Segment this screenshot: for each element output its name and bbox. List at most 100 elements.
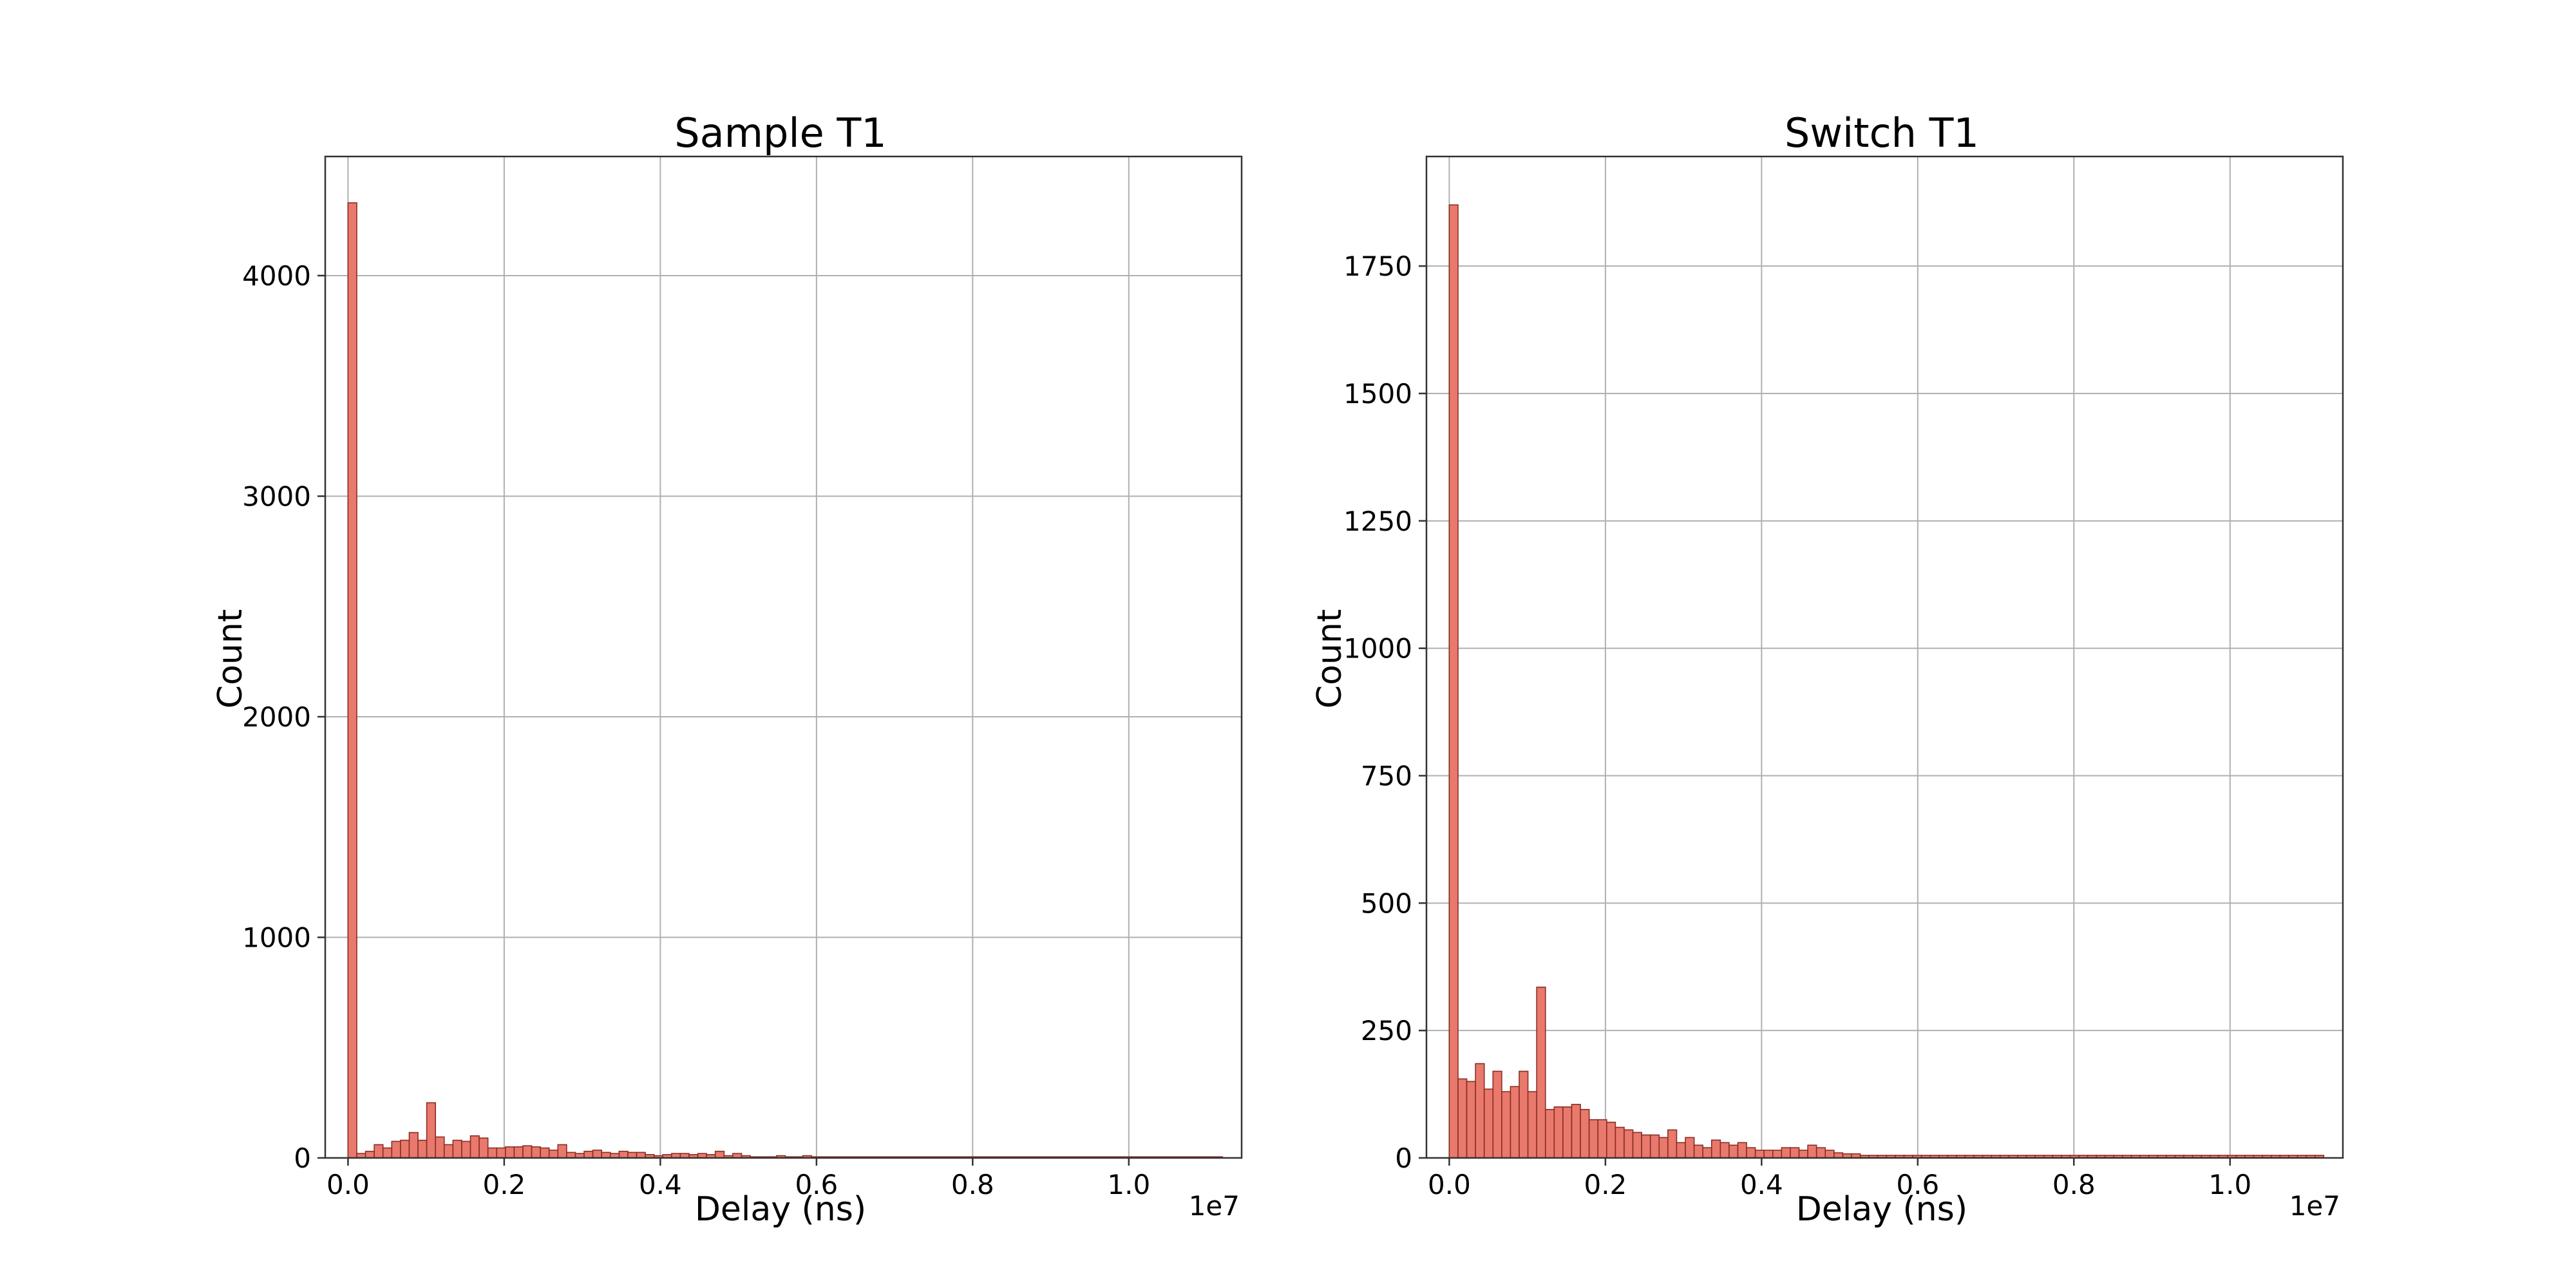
histogram-bar — [1815, 1147, 1826, 1159]
histogram-bar — [1676, 1142, 1686, 1159]
y-tick-label: 750 — [1361, 760, 1412, 791]
histogram-bar — [1685, 1137, 1695, 1159]
histogram-bar — [1466, 1081, 1476, 1159]
histogram-bar — [1719, 1142, 1730, 1159]
x-tick-label: 0.8 — [2052, 1169, 2096, 1200]
histogram-bar — [347, 202, 357, 1159]
x-tick-label: 0.2 — [482, 1169, 526, 1200]
histogram-bar — [400, 1139, 410, 1159]
y-tick-label: 1250 — [1343, 506, 1412, 537]
histogram-bar — [505, 1146, 515, 1159]
histogram-bar — [627, 1151, 638, 1159]
histogram-bar — [548, 1150, 559, 1159]
histogram-bar — [531, 1146, 541, 1159]
x-tick-label: 0.4 — [639, 1169, 682, 1200]
chart-title: Sample T1 — [674, 109, 887, 156]
histogram-bar — [1553, 1106, 1564, 1159]
histogram-bar — [365, 1150, 375, 1159]
y-axis-label: Count — [211, 609, 250, 708]
y-tick-label: 1750 — [1343, 251, 1412, 282]
histogram-bar — [1737, 1142, 1747, 1159]
histogram-bar — [1702, 1147, 1712, 1159]
histogram-bar — [1527, 1091, 1537, 1159]
histogram-bar — [1536, 987, 1546, 1159]
histogram-bar — [382, 1147, 393, 1159]
histogram-bar — [1501, 1091, 1511, 1159]
histogram-bar — [557, 1144, 567, 1159]
histogram-bar — [426, 1102, 436, 1159]
y-tick-label: 3000 — [242, 480, 311, 512]
y-tick-label: 0 — [1395, 1142, 1412, 1174]
histogram-bar — [452, 1139, 462, 1159]
y-tick-label: 1500 — [1343, 378, 1412, 410]
x-tick-label: 0.2 — [1584, 1169, 1627, 1200]
histogram-bar — [601, 1151, 611, 1159]
x-tick-label: 1.0 — [1107, 1169, 1150, 1200]
histogram-bar — [636, 1151, 646, 1159]
histogram-bar — [1597, 1119, 1607, 1159]
histogram-bar — [1492, 1070, 1502, 1159]
y-tick-label: 1000 — [242, 922, 311, 953]
x-axis-label: Delay (ns) — [1796, 1190, 1967, 1229]
histogram-bar — [435, 1136, 445, 1159]
histogram-bar — [1807, 1144, 1817, 1159]
x-tick-label: 0.8 — [951, 1169, 994, 1200]
histogram-bar — [469, 1135, 480, 1159]
gridlines — [325, 156, 1242, 1159]
chart-panel-sample-t1: Sample T1 Delay (ns) Count 1e7 0.0 0.2 0.4… — [211, 109, 1243, 1229]
histogram-bar — [1544, 1109, 1555, 1159]
x-axis-ticks: 0.0 0.2 0.4 0.6 0.8 1.0 — [327, 1158, 1150, 1200]
histogram-bar — [1781, 1147, 1791, 1159]
histogram-bar — [1772, 1150, 1783, 1159]
y-tick-label: 1000 — [1343, 633, 1412, 665]
histogram-bar — [408, 1132, 419, 1159]
histogram-bar — [487, 1147, 498, 1159]
histogram-bar — [1448, 204, 1459, 1159]
histogram-bar — [417, 1139, 428, 1159]
y-tick-label: 0 — [294, 1142, 311, 1174]
x-tick-label: 1.0 — [2208, 1169, 2251, 1200]
histogram-bar — [583, 1150, 594, 1159]
histogram-bar — [1790, 1147, 1800, 1159]
x-tick-label: 0.0 — [327, 1169, 370, 1200]
x-tick-label: 0.6 — [795, 1169, 838, 1200]
x-axis-label: Delay (ns) — [695, 1190, 866, 1229]
histogram-bar — [1754, 1150, 1765, 1159]
histogram-bar — [461, 1141, 471, 1159]
histogram-bar — [714, 1150, 725, 1159]
y-axis-ticks: 0 1000 2000 3000 4000 — [242, 260, 325, 1174]
x-tick-label: 0.0 — [1428, 1169, 1471, 1200]
histogram-bar — [1667, 1129, 1678, 1159]
y-tick-label: 250 — [1361, 1015, 1412, 1046]
x-axis-offset-label: 1e7 — [2289, 1190, 2340, 1222]
histogram-bar — [1624, 1129, 1634, 1159]
plot-frame — [1425, 155, 2344, 1159]
x-tick-label: 0.4 — [1740, 1169, 1783, 1200]
x-tick-label: 0.6 — [1896, 1169, 1939, 1200]
histogram-bar — [1728, 1144, 1739, 1159]
histogram-bars — [1448, 204, 2325, 1159]
y-axis-label: Count — [1311, 609, 1349, 708]
histogram-bar — [443, 1144, 454, 1159]
histogram-bar — [1824, 1150, 1835, 1159]
histogram-bar — [1710, 1139, 1721, 1159]
histogram-bar — [513, 1146, 524, 1159]
histogram-bar — [496, 1147, 506, 1159]
histogram-bar — [1510, 1086, 1520, 1159]
histogram-bar — [1475, 1063, 1485, 1159]
histogram-bar — [522, 1145, 533, 1159]
histogram-bar — [1580, 1109, 1590, 1159]
histogram-bar — [566, 1151, 576, 1159]
plot-frame — [324, 155, 1243, 1159]
y-tick-label: 2000 — [242, 701, 311, 733]
y-tick-label: 4000 — [242, 260, 311, 292]
histogram-bar — [540, 1147, 550, 1159]
histogram-bar — [1798, 1150, 1808, 1159]
histogram-bar — [1649, 1134, 1660, 1159]
chart-title: Switch T1 — [1785, 109, 1979, 156]
x-axis-ticks: 0.0 0.2 0.4 0.6 0.8 1.0 — [1428, 1158, 2251, 1200]
histogram-bar — [592, 1150, 602, 1159]
histogram-bar — [1562, 1106, 1573, 1159]
histogram-bar — [1588, 1119, 1599, 1159]
